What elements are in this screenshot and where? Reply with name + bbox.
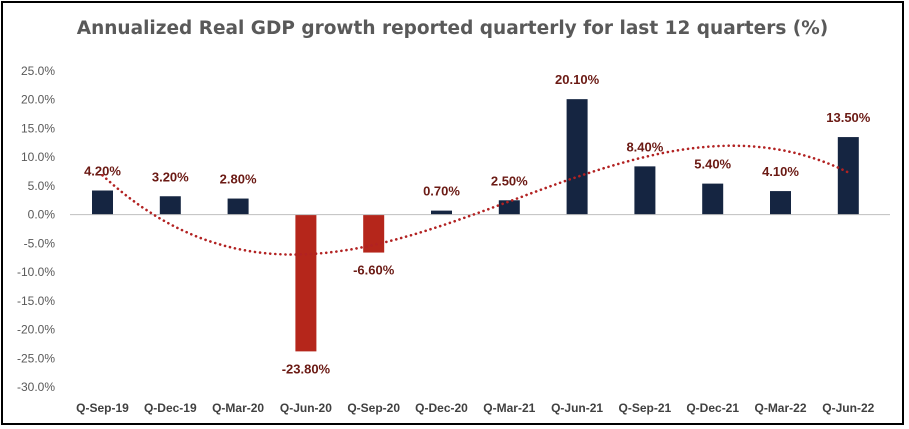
x-tick-label: Q-Sep-19 xyxy=(76,401,129,415)
data-label: -23.80% xyxy=(282,361,331,376)
data-label: 3.20% xyxy=(152,169,189,184)
x-tick-label: Q-Sep-20 xyxy=(347,401,400,415)
bar xyxy=(363,214,385,253)
bar xyxy=(498,200,520,215)
x-tick-label: Q-Mar-21 xyxy=(483,401,535,415)
x-tick-label: Q-Sep-21 xyxy=(619,401,672,415)
y-tick-label: -15.0% xyxy=(17,294,55,308)
y-tick-label: -25.0% xyxy=(17,351,55,365)
bar xyxy=(92,190,113,215)
trendline xyxy=(101,144,850,256)
data-label: 8.40% xyxy=(626,139,663,154)
y-tick-label: -20.0% xyxy=(17,323,55,337)
y-tick-label: 10.0% xyxy=(21,150,55,164)
y-tick-label: -10.0% xyxy=(17,265,55,279)
bar xyxy=(770,191,791,215)
bar xyxy=(227,198,249,215)
bar xyxy=(837,137,859,215)
x-tick-label: Q-Jun-21 xyxy=(551,401,603,415)
data-label: 13.50% xyxy=(826,110,871,125)
data-label: 5.40% xyxy=(694,157,731,172)
y-tick-label: -30.0% xyxy=(17,380,55,394)
data-label: 20.10% xyxy=(555,72,600,87)
data-label: 2.80% xyxy=(220,172,257,187)
x-tick-label: Q-Jun-22 xyxy=(822,401,874,415)
bar xyxy=(634,166,656,215)
y-tick-label: 25.0% xyxy=(21,64,55,78)
x-tick-label: Q-Mar-22 xyxy=(754,401,806,415)
data-label: 0.70% xyxy=(423,184,460,199)
x-tick-label: Q-Dec-19 xyxy=(144,401,197,415)
y-tick-label: 15.0% xyxy=(21,121,55,135)
y-tick-label: 20.0% xyxy=(21,93,55,107)
x-tick-label: Q-Mar-20 xyxy=(212,401,264,415)
x-tick-label: Q-Dec-20 xyxy=(415,401,468,415)
bar xyxy=(159,196,181,215)
bar xyxy=(702,183,724,215)
data-label: 4.20% xyxy=(84,164,121,179)
data-label: -6.60% xyxy=(353,263,395,278)
data-label: 2.50% xyxy=(491,173,528,188)
data-label: 4.10% xyxy=(762,164,799,179)
y-tick-label: 5.0% xyxy=(28,179,56,193)
bar xyxy=(566,99,588,215)
bar xyxy=(431,210,452,215)
bar xyxy=(295,214,317,352)
chart-title: Annualized Real GDP growth reported quar… xyxy=(76,18,829,39)
y-tick-label: -5.0% xyxy=(24,236,56,250)
x-tick-label: Q-Dec-21 xyxy=(686,401,739,415)
y-tick-label: 0.0% xyxy=(28,208,56,222)
x-tick-label: Q-Jun-20 xyxy=(280,401,332,415)
